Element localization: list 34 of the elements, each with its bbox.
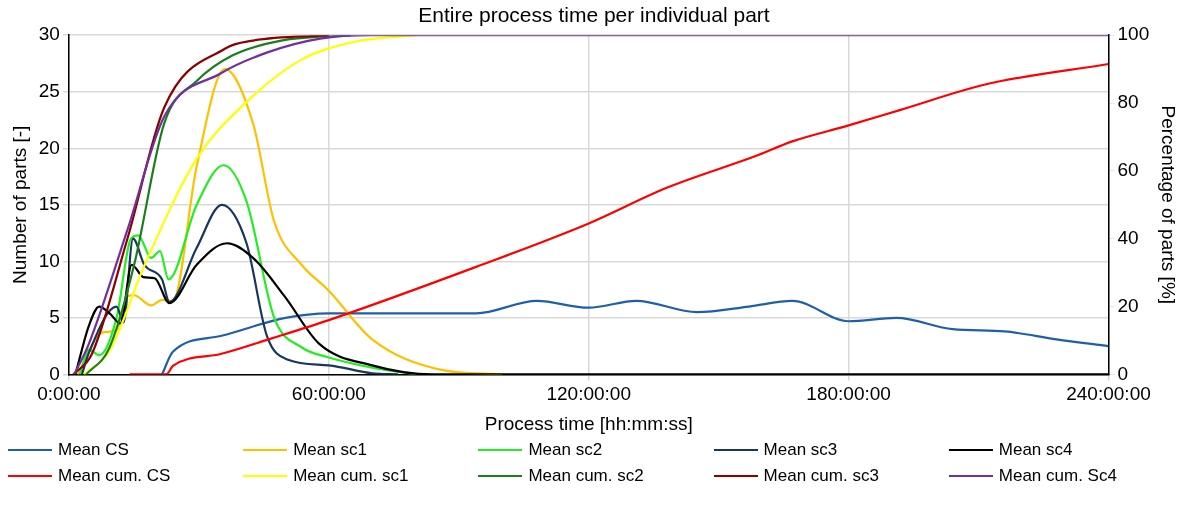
line-series	[160, 299, 1109, 375]
x-tick-label: 180:00:00	[806, 383, 891, 405]
legend-label: Mean sc2	[528, 440, 603, 460]
y-tick-label: 20	[38, 136, 60, 158]
legend-label: Mean cum. sc2	[528, 466, 644, 486]
y-tick-label: 15	[38, 193, 60, 215]
y2-tick-label: 20	[1117, 294, 1139, 316]
legend-label: Mean sc4	[998, 440, 1073, 460]
x-tick-label: 0:00:00	[37, 383, 101, 405]
y-tick-label: 0	[49, 362, 60, 384]
y2-tick-label: 0	[1117, 362, 1129, 384]
legend-label: Mean CS	[58, 440, 129, 460]
y2-tick-label: 80	[1117, 91, 1139, 113]
x-tick-label: 60:00:00	[291, 383, 366, 405]
legend-label: Mean cum. CS	[58, 466, 171, 486]
y-tick-label: 30	[38, 23, 60, 45]
y-tick-label: 25	[38, 79, 60, 101]
x-axis-title: Process time [hh:mm:ss]	[484, 412, 693, 434]
y2-tick-label: 40	[1117, 226, 1139, 248]
y2-tick-label: 100	[1117, 23, 1150, 45]
legend-label: Mean sc1	[293, 440, 367, 460]
y-tick-label: 5	[49, 306, 60, 328]
legend-label: Mean cum. Sc4	[998, 466, 1117, 486]
x-tick-label: 240:00:00	[1066, 383, 1151, 405]
legend-label: Mean sc3	[763, 440, 838, 460]
y-tick-label: 10	[38, 249, 60, 271]
legend-label: Mean cum. sc1	[293, 466, 409, 486]
line-series	[80, 203, 400, 375]
y2-tick-label: 60	[1117, 159, 1139, 181]
y-axis-title: Number of parts [-]	[8, 125, 30, 284]
y2-axis-title: Percentage of parts [%]	[1158, 105, 1180, 305]
legend-label: Mean cum. sc3	[763, 466, 879, 486]
x-tick-label: 120:00:00	[546, 383, 631, 405]
chart-title: Entire process time per individual part	[418, 3, 770, 27]
